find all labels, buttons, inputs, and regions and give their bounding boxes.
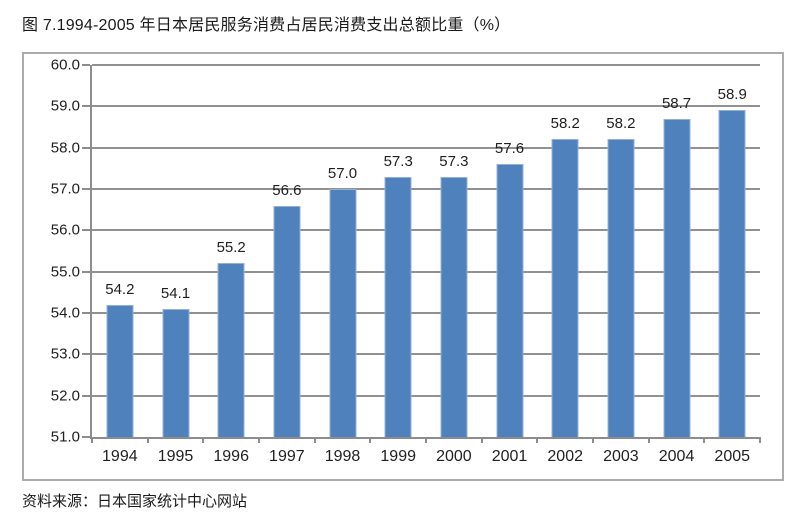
bar-slot: 58.2	[537, 65, 593, 437]
x-axis-tick	[202, 437, 205, 443]
bar-slot: 54.2	[92, 65, 148, 437]
bar-value-label: 57.0	[327, 165, 358, 183]
bar-slot: 57.0	[315, 65, 371, 437]
bar-1997	[273, 205, 301, 437]
bar-value-label: 54.2	[105, 280, 135, 298]
bar-value-label: 58.2	[550, 115, 580, 133]
x-axis-label: 2001	[491, 448, 528, 465]
bar-2000	[440, 176, 468, 437]
y-axis-label: 59.0	[50, 97, 80, 115]
bar-slot: 58.7	[649, 65, 705, 437]
y-axis-label: 57.0	[50, 180, 80, 198]
bar-value-label: 56.6	[272, 181, 302, 199]
gridline	[92, 229, 760, 232]
x-axis-tick	[759, 437, 761, 443]
y-axis-tick	[82, 353, 90, 356]
bar-2004	[663, 118, 691, 437]
y-axis-label: 52.0	[50, 387, 80, 405]
y-axis-tick	[82, 270, 90, 273]
x-axis-tick	[313, 437, 316, 443]
gridline	[92, 311, 760, 314]
bar-slot: 57.3	[426, 65, 482, 437]
x-axis-label: 1994	[102, 448, 138, 465]
x-axis-label: 1997	[269, 448, 305, 465]
y-axis-tick	[82, 187, 90, 190]
bar-2003	[607, 139, 635, 437]
x-axis-label: 2004	[658, 448, 695, 465]
x-axis-label: 1999	[380, 448, 416, 465]
x-axis-tick	[480, 437, 483, 443]
y-axis-tick	[82, 394, 90, 397]
bars-row: 54.2 54.1 55.2 56.6 57.0 57.3 57.3 57.6 58.2 58.2…	[92, 65, 760, 437]
bar-1995	[162, 308, 189, 437]
source-note: 资料来源：日本国家统计中心网站	[22, 493, 248, 510]
y-axis-label: 56.0	[50, 221, 80, 239]
gridline	[92, 353, 760, 356]
x-axis-label: 1996	[213, 448, 249, 465]
bar-value-label: 58.9	[717, 86, 747, 104]
y-axis-label: 51.0	[50, 428, 80, 446]
y-axis-label: 54.0	[50, 304, 80, 322]
bar-slot: 57.3	[370, 65, 426, 437]
bar-1996	[217, 263, 245, 437]
bar-value-label: 54.1	[160, 284, 191, 302]
bar-1994	[106, 304, 134, 437]
bar-value-label: 57.3	[439, 152, 469, 170]
x-axis-label: 2005	[714, 448, 751, 465]
bar-slot: 54.1	[148, 65, 204, 437]
x-axis-tick	[592, 437, 594, 443]
x-axis-label: 1998	[324, 448, 361, 465]
bar-value-label: 58.2	[606, 115, 636, 133]
gridline	[92, 270, 760, 273]
bar-2001	[496, 164, 524, 437]
x-axis-label: 2000	[436, 448, 472, 465]
gridline	[92, 187, 760, 190]
bar-1999	[384, 176, 412, 437]
y-axis-tick	[82, 146, 90, 149]
x-axis-tick	[369, 437, 372, 443]
y-axis-tick	[82, 311, 90, 314]
bar-slot: 57.6	[482, 65, 538, 437]
x-axis-tick	[146, 437, 149, 443]
bar-2002	[551, 139, 579, 437]
bar-slot: 58.9	[704, 65, 760, 437]
bar-value-label: 55.2	[216, 239, 246, 257]
y-axis-label: 53.0	[50, 345, 80, 363]
y-axis-tick	[82, 229, 90, 232]
y-axis-tick	[82, 105, 90, 108]
x-axis-tick	[703, 437, 706, 443]
x-axis-tick	[536, 437, 539, 443]
x-axis-tick	[647, 437, 650, 443]
gridline	[92, 105, 760, 108]
chart-frame: 60.0 59.0 58.0 57.0 56.0 55.0 54.0 53.0 52.0 51.0…	[22, 52, 784, 481]
bar-slot: 56.6	[259, 65, 315, 437]
bar-2005	[718, 110, 746, 437]
bar-value-label: 58.7	[661, 94, 692, 112]
bar-slot: 58.2	[593, 65, 649, 437]
y-axis-tick	[82, 64, 90, 66]
y-axis-label: 58.0	[50, 139, 80, 157]
gridline	[92, 64, 760, 66]
gridline	[92, 394, 760, 397]
bar-value-label: 57.3	[383, 152, 413, 170]
chart-title: 图 7.1994-2005 年日本居民服务消费占居民消费支出总额比重（%）	[22, 17, 511, 34]
x-axis-tick	[91, 437, 93, 443]
bar-value-label: 57.6	[494, 140, 525, 158]
y-axis-label: 55.0	[50, 263, 80, 281]
x-axis-label: 1995	[157, 448, 194, 465]
x-axis-tick	[258, 437, 260, 443]
gridline	[92, 146, 760, 149]
y-axis-label: 60.0	[50, 56, 80, 74]
y-axis-tick	[82, 436, 90, 438]
bar-1998	[329, 189, 357, 437]
bar-slot: 55.2	[203, 65, 259, 437]
plot-area: 60.0 59.0 58.0 57.0 56.0 55.0 54.0 53.0 52.0 51.0…	[51, 57, 761, 465]
x-axis-label: 2003	[603, 448, 639, 465]
x-axis-tick	[425, 437, 427, 443]
x-axis-label: 2002	[547, 448, 583, 465]
x-labels-row: 1994 1995 1996 1997 1998 1999 2000 2001 2002 2003…	[92, 448, 760, 466]
